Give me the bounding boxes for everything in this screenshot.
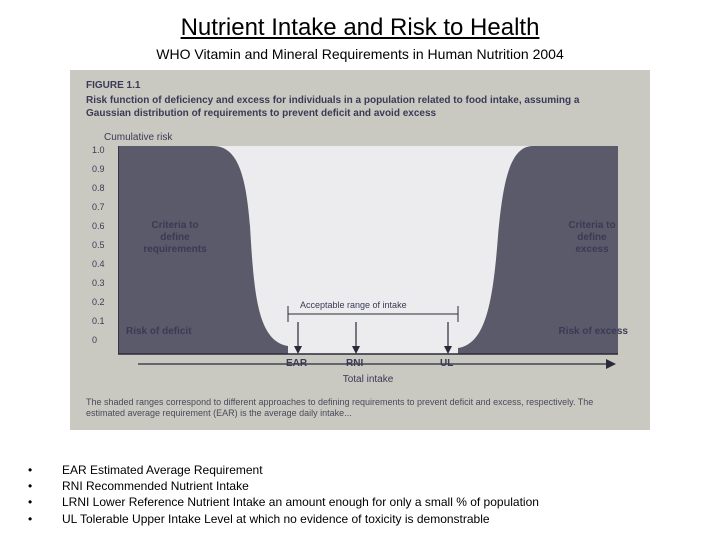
xtick-ul: UL (440, 358, 453, 369)
criteria-requirements-label: Criteria to define requirements (140, 220, 210, 256)
risk-excess-label: Risk of excess (559, 326, 629, 338)
bullet-icon: • (28, 494, 62, 510)
figure-label: FIGURE 1.1 (86, 80, 140, 91)
chart-svg (118, 146, 618, 386)
bullet-icon: • (28, 478, 62, 494)
bullet-item: LRNI Lower Reference Nutrient Intake an … (62, 494, 539, 510)
bullet-item: RNI Recommended Nutrient Intake (62, 478, 249, 494)
x-axis-label: Total intake (118, 374, 618, 385)
page-title: Nutrient Intake and Risk to Health (0, 0, 720, 42)
bullet-item: EAR Estimated Average Requirement (62, 462, 263, 478)
acceptable-range-label: Acceptable range of intake (300, 300, 407, 310)
y-axis-label: Cumulative risk (104, 132, 172, 143)
risk-deficit-label: Risk of deficit (126, 326, 192, 338)
criteria-excess-label: Criteria to define excess (562, 220, 622, 256)
bullet-icon: • (28, 511, 62, 527)
bullet-icon: • (28, 462, 62, 478)
xtick-rni: RNI (346, 358, 363, 369)
figure-caption: Risk function of deficiency and excess f… (86, 94, 626, 120)
xtick-ear: EAR (286, 358, 307, 369)
y-ticks: 1.0 0.9 0.8 0.7 0.6 0.5 0.4 0.3 0.2 0.1 … (92, 146, 105, 355)
figure-panel: FIGURE 1.1 Risk function of deficiency a… (70, 70, 650, 430)
bullet-list: •EAR Estimated Average Requirement •RNI … (28, 462, 539, 527)
bullet-item: UL Tolerable Upper Intake Level at which… (62, 511, 490, 527)
page-subtitle: WHO Vitamin and Mineral Requirements in … (0, 46, 720, 62)
figure-footnote: The shaded ranges correspond to differen… (86, 397, 634, 420)
